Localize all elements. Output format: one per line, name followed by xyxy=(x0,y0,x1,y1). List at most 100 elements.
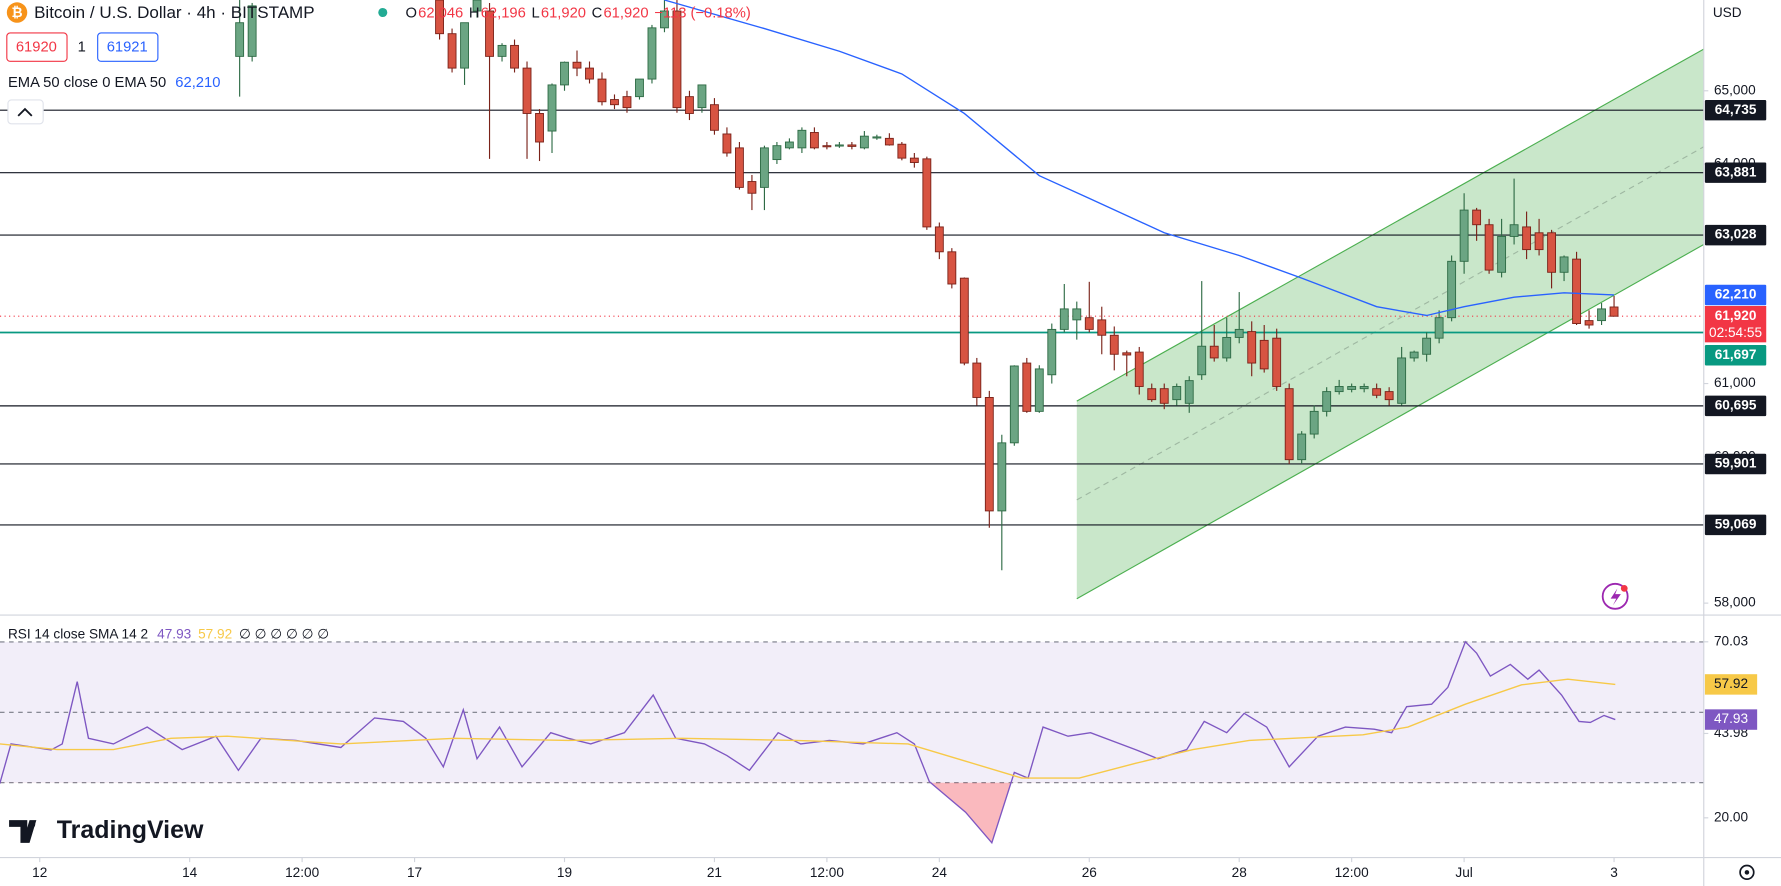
candle-body xyxy=(1322,391,1332,412)
candle-body xyxy=(1472,209,1482,226)
candle-body xyxy=(1284,388,1294,461)
candle-body xyxy=(797,129,807,149)
ohlc-value: 62,046 xyxy=(418,6,463,22)
level-label: 59,069 xyxy=(1715,516,1757,531)
candle-body xyxy=(535,113,544,143)
candle-body xyxy=(959,277,969,364)
candle-body xyxy=(672,10,682,109)
x-tick-label: 28 xyxy=(1232,865,1247,880)
sell-price: 61920 xyxy=(16,40,57,56)
channel-upper xyxy=(1076,48,1704,402)
y-tick-label: 65,000 xyxy=(1714,82,1756,97)
level-box xyxy=(1704,395,1767,417)
candle-body xyxy=(997,442,1007,512)
alert-dot xyxy=(1620,584,1628,592)
candle-body xyxy=(1122,352,1132,356)
level-label: 59,901 xyxy=(1715,456,1757,471)
candle-body xyxy=(1197,345,1207,376)
candle-body xyxy=(635,78,644,98)
rsi-tick-label: 20.00 xyxy=(1714,809,1749,824)
candle-body xyxy=(1109,334,1119,355)
candle-body xyxy=(735,147,744,188)
candle-body xyxy=(822,145,832,148)
candle-body xyxy=(1397,357,1407,404)
candle-body xyxy=(610,99,619,106)
candle-body xyxy=(235,22,245,57)
rsi-value-box xyxy=(1704,674,1758,695)
x-tick-label: 12 xyxy=(32,865,47,880)
candle-body xyxy=(1447,260,1457,319)
x-tick-label: 21 xyxy=(707,865,722,880)
candle-body xyxy=(685,96,694,114)
ema-price-box xyxy=(1704,284,1767,306)
level-label: 63,881 xyxy=(1715,164,1757,179)
channel-median xyxy=(1076,146,1704,501)
rsi-legend-value: 57.92 xyxy=(198,627,232,642)
candle-body xyxy=(1222,336,1232,359)
candle-body xyxy=(1209,345,1219,359)
buy-price: 61921 xyxy=(107,40,148,56)
candle-body xyxy=(1522,226,1532,251)
rsi-sma-line xyxy=(0,678,1616,779)
candle-body xyxy=(1159,388,1169,404)
level-label: 63,028 xyxy=(1715,227,1757,242)
rsi-legend-extra: ∅ ∅ ∅ ∅ ∅ ∅ xyxy=(239,627,329,642)
candle-body xyxy=(1147,388,1157,401)
candle-body xyxy=(1534,232,1544,251)
candle-body xyxy=(1134,351,1144,387)
last-price-box xyxy=(1704,305,1767,343)
candle-body xyxy=(947,251,957,285)
settings-button[interactable] xyxy=(1739,864,1755,881)
candle-body xyxy=(485,10,494,57)
candle-body xyxy=(859,135,869,149)
support-label: 61,697 xyxy=(1715,347,1757,362)
candle-body xyxy=(1422,337,1432,355)
rsi-title: RSI 14 close SMA 14 2 xyxy=(8,627,148,642)
candle-body xyxy=(1434,317,1444,339)
candle-body xyxy=(759,147,769,188)
candle-body xyxy=(772,145,782,161)
ohlc-key: L xyxy=(532,6,540,22)
candle-body xyxy=(872,136,882,139)
ema-line xyxy=(664,0,1615,317)
last-price-label: 61,920 xyxy=(1715,308,1757,323)
bitcoin-symbol: ₿ xyxy=(11,5,22,20)
support-box xyxy=(1704,345,1767,366)
candle-body xyxy=(922,158,932,228)
sell-button[interactable] xyxy=(6,32,68,62)
candle-body xyxy=(1034,368,1044,412)
x-tick-label: 14 xyxy=(182,865,198,880)
candle-body xyxy=(972,362,982,398)
bitcoin-icon xyxy=(6,2,28,23)
candle-body xyxy=(884,137,894,146)
x-tick-label: Jul xyxy=(1455,865,1472,880)
currency[interactable]: USD xyxy=(1713,5,1742,20)
settings-icon xyxy=(1744,870,1750,875)
candle-body xyxy=(847,144,857,147)
collapse-button[interactable] xyxy=(7,99,44,125)
candle-body xyxy=(710,104,719,131)
alert-icon xyxy=(1610,588,1621,606)
spread: 1 xyxy=(78,40,86,56)
candle-body xyxy=(460,22,469,69)
candle-body xyxy=(1584,320,1594,326)
candle-body xyxy=(1272,337,1282,387)
candle-body xyxy=(909,157,919,163)
candle-body xyxy=(1172,386,1182,401)
candle-body xyxy=(1597,308,1606,322)
level-label: 60,695 xyxy=(1715,397,1757,412)
rsi-pane xyxy=(0,640,1704,845)
ohlc-value: 62,196 xyxy=(481,6,526,22)
x-tick-label: 12:00 xyxy=(1335,865,1370,880)
ema-price-label: 62,210 xyxy=(1715,287,1757,302)
candle-body xyxy=(984,397,994,512)
rsi-value-label: 47.93 xyxy=(1714,711,1748,726)
candle-body xyxy=(1097,319,1107,336)
candle-body xyxy=(1022,362,1032,412)
rsi-tick-label: 70.03 xyxy=(1714,633,1748,648)
buy-button[interactable] xyxy=(97,32,159,62)
candle-body xyxy=(1072,308,1082,321)
candle-body xyxy=(1409,351,1419,359)
candle-body xyxy=(572,61,582,69)
